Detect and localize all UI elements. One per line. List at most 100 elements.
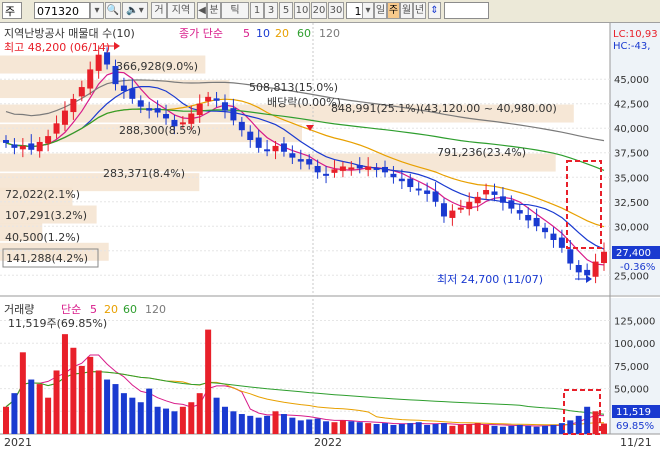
volume-bar	[146, 388, 153, 434]
speaker-icon[interactable]: 🔈▾	[122, 2, 148, 19]
candle-body	[255, 137, 262, 148]
volume-bar	[390, 424, 397, 434]
volume-bar	[255, 417, 262, 434]
volume-ma120-label: 120	[145, 303, 166, 316]
volume-bar	[356, 422, 363, 434]
market-select[interactable]: 주	[2, 2, 22, 19]
volume-bar	[36, 384, 43, 434]
volume-bar	[365, 423, 372, 434]
volume-bar	[53, 370, 60, 434]
candle-body	[499, 196, 506, 203]
volume-ma5-label: 5	[90, 303, 97, 316]
volume-bar	[306, 419, 313, 434]
period-dropdown-button[interactable]: ▾	[362, 2, 374, 19]
volume-bar	[297, 420, 304, 434]
volume-bar	[584, 406, 591, 434]
volume-bar	[196, 393, 203, 434]
candle-body	[432, 191, 439, 202]
candle-body	[474, 196, 481, 204]
volume-bar	[533, 426, 540, 434]
volume-bar	[221, 406, 228, 434]
ma60-label: 60	[297, 27, 311, 40]
volume-tick-label: 100,000	[614, 339, 655, 350]
volume-bar	[499, 426, 506, 434]
candle-body	[558, 237, 565, 248]
current-volume: 11,519	[616, 407, 651, 418]
volume-ma5-line	[5, 354, 605, 427]
x-axis-right-label: 11/21	[620, 436, 652, 449]
x-axis-label: 2022	[314, 436, 342, 449]
chart-type-button[interactable]: 분	[207, 2, 221, 19]
volume-bar	[432, 424, 439, 434]
profile-label: 288,300(8.5%)	[119, 124, 201, 137]
current-volume-box	[612, 405, 660, 418]
volume-bar	[567, 420, 574, 434]
volume-bar	[19, 352, 26, 434]
period-day-button[interactable]: 일	[374, 2, 387, 19]
interval-5-button[interactable]: 5	[279, 2, 293, 19]
volume-bar	[87, 356, 94, 434]
candle-body	[230, 108, 237, 121]
current-price: 27,400	[616, 248, 651, 259]
period-week-button[interactable]: 주	[387, 2, 400, 19]
volume-ma60-label: 60	[123, 303, 137, 316]
candle-body	[331, 169, 338, 173]
candle-body	[550, 233, 557, 240]
volume-bar	[449, 425, 456, 434]
interval-3-button[interactable]: 3	[264, 2, 278, 19]
volume-bar	[247, 415, 254, 434]
x-axis-label: 2021	[4, 436, 32, 449]
candle-body	[415, 188, 422, 191]
volume-ma20-label: 20	[104, 303, 118, 316]
interval-20-button[interactable]: 20	[311, 2, 327, 19]
tick-button[interactable]: 틱	[221, 2, 249, 19]
up-down-arrow-icon[interactable]: ⇕	[428, 2, 441, 19]
candle-body	[323, 173, 330, 176]
volume-bar	[70, 347, 77, 434]
lc-label: LC:10,93	[613, 29, 658, 40]
volume-bar	[78, 365, 85, 434]
volume-bar	[323, 421, 330, 434]
period-month-button[interactable]: 월	[400, 2, 413, 19]
volume-ma60-line	[5, 371, 605, 415]
volume-bar	[45, 397, 52, 434]
dividend-label: 배당락(0.00%)	[267, 96, 341, 109]
candle-body	[221, 102, 228, 111]
prev-arrow-button[interactable]: ◀	[197, 2, 207, 19]
candlestick-series	[3, 45, 607, 284]
search-icon[interactable]: 🔍	[105, 2, 121, 19]
volume-bar	[188, 402, 195, 434]
ma5-label: 5	[243, 27, 250, 40]
candle-body	[491, 191, 498, 195]
candle-body	[407, 178, 414, 188]
code-input[interactable]: 071320	[34, 2, 90, 19]
profile-label: 283,371(8.4%)	[103, 167, 185, 180]
high-label: 최고 48,200 (06/14)	[4, 41, 110, 54]
interval-10-button[interactable]: 10	[294, 2, 310, 19]
candle-body	[87, 69, 94, 89]
volume-bar	[129, 397, 136, 434]
period-year-button[interactable]: 년	[413, 2, 426, 19]
volume-bar	[95, 370, 102, 434]
interval-1-button[interactable]: 1	[250, 2, 264, 19]
candle-body	[264, 149, 271, 152]
volume-bar	[264, 415, 271, 434]
interval-30-button[interactable]: 30	[328, 2, 344, 19]
candle-body	[45, 136, 52, 144]
region-button[interactable]: 지역	[167, 2, 195, 19]
dividend-marker-icon	[306, 125, 314, 131]
candle-body	[457, 207, 464, 210]
price-tick-label: 25,000	[614, 271, 649, 282]
volume-bar	[592, 411, 599, 434]
volume-bar	[238, 414, 245, 434]
volume-bar	[163, 408, 170, 434]
mode-button[interactable]: 거	[151, 2, 167, 19]
candle-body	[314, 165, 321, 173]
low-label: 최저 24,700 (11/07)	[437, 273, 543, 286]
candle-body	[339, 166, 346, 171]
date-input[interactable]	[444, 2, 489, 19]
candle-body	[483, 190, 490, 195]
code-dropdown-button[interactable]: ▾	[90, 2, 104, 19]
candle-body	[36, 141, 43, 152]
candle-body	[3, 140, 9, 143]
